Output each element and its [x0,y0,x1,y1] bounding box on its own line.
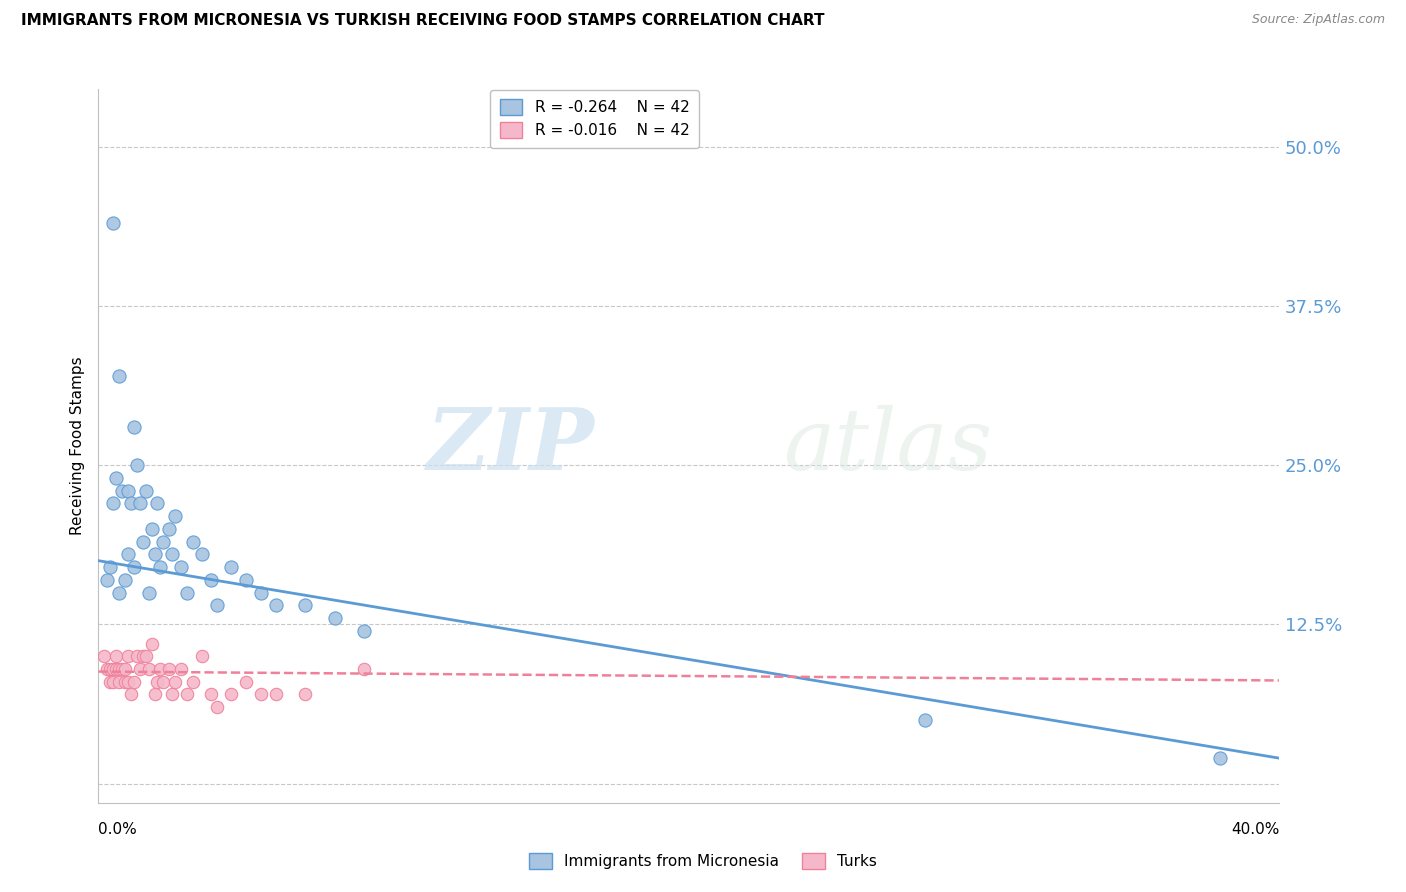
Point [117,483,139,498]
Point [165,674,187,689]
Point [117,649,139,664]
Point [250,688,273,702]
Point [111,662,134,676]
Point [149,560,172,574]
Point [125,458,148,472]
Point [105,662,128,676]
Point [170,560,193,574]
Point [181,674,204,689]
Legend: R = -0.264    N = 42, R = -0.016    N = 42: R = -0.264 N = 42, R = -0.016 N = 42 [491,90,699,148]
Point [157,662,180,676]
Point [135,649,157,664]
Point [1209,751,1232,765]
Point [108,662,131,676]
Point [114,573,136,587]
Point [235,573,257,587]
Point [162,688,183,702]
Point [200,573,222,587]
Point [264,599,287,613]
Point [165,509,187,524]
Point [353,662,375,676]
Legend: Immigrants from Micronesia, Turks: Immigrants from Micronesia, Turks [523,847,883,875]
Point [323,611,346,625]
Point [105,471,128,485]
Point [176,688,198,702]
Point [122,674,145,689]
Point [105,649,128,664]
Text: 40.0%: 40.0% [1232,822,1279,837]
Point [152,534,174,549]
Point [132,534,155,549]
Point [117,674,139,689]
Point [96,573,118,587]
Point [143,688,166,702]
Point [108,368,131,383]
Point [143,547,166,561]
Point [103,674,125,689]
Point [200,688,222,702]
Point [120,688,142,702]
Point [103,496,125,510]
Point [219,560,242,574]
Point [294,688,316,702]
Point [205,599,228,613]
Point [264,688,287,702]
Point [103,216,125,230]
Text: 0.0%: 0.0% [98,822,138,837]
Point [128,496,150,510]
Point [141,522,163,536]
Point [98,560,121,574]
Point [138,662,160,676]
Point [914,713,936,727]
Point [122,420,145,434]
Point [141,636,163,650]
Point [157,522,180,536]
Point [111,483,134,498]
Point [146,496,169,510]
Text: IMMIGRANTS FROM MICRONESIA VS TURKISH RECEIVING FOOD STAMPS CORRELATION CHART: IMMIGRANTS FROM MICRONESIA VS TURKISH RE… [21,13,824,29]
Point [149,662,172,676]
Point [205,700,228,714]
Point [235,674,257,689]
Point [122,560,145,574]
Text: Source: ZipAtlas.com: Source: ZipAtlas.com [1251,13,1385,27]
Point [128,662,150,676]
Point [125,649,148,664]
Point [176,585,198,599]
Point [108,674,131,689]
Point [219,688,242,702]
Point [96,662,118,676]
Point [98,674,121,689]
Point [98,662,121,676]
Point [152,674,174,689]
Point [191,547,214,561]
Point [353,624,375,638]
Point [120,496,142,510]
Point [250,585,273,599]
Point [103,662,125,676]
Point [191,649,214,664]
Point [146,674,169,689]
Point [138,585,160,599]
Point [108,585,131,599]
Text: atlas: atlas [783,405,993,487]
Point [294,599,316,613]
Text: ZIP: ZIP [426,404,595,488]
Point [117,547,139,561]
Point [181,534,204,549]
Point [135,483,157,498]
Y-axis label: Receiving Food Stamps: Receiving Food Stamps [70,357,86,535]
Point [162,547,183,561]
Point [93,649,115,664]
Point [114,674,136,689]
Point [114,662,136,676]
Point [170,662,193,676]
Point [132,649,155,664]
